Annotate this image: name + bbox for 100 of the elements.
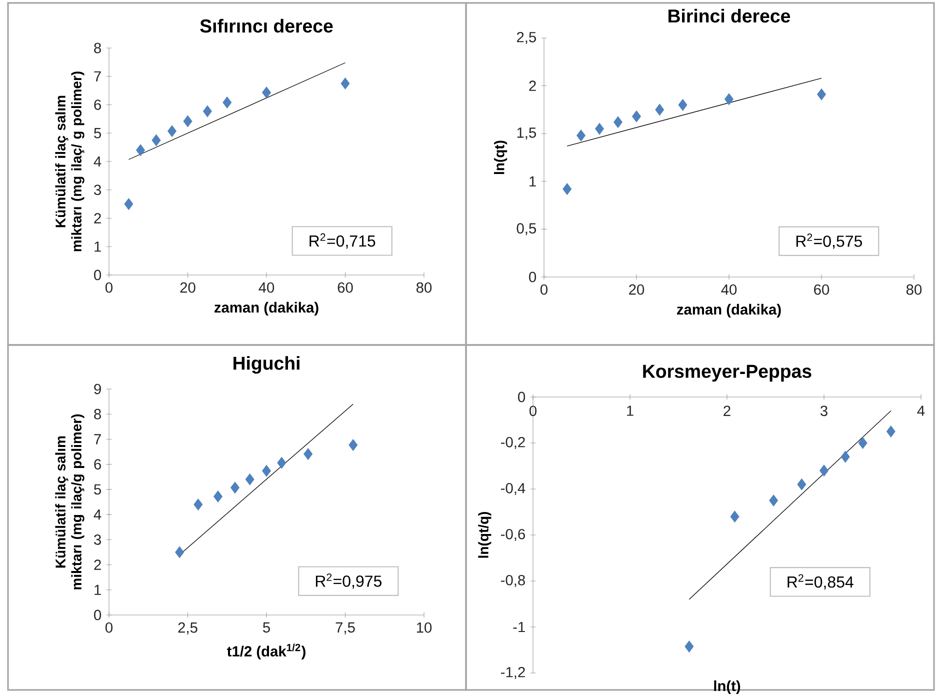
y-axis-title: Kümülatif ilaç salım miktarı (mg ilaç/ g polimer) bbox=[55, 72, 84, 252]
annotation: R$^{2}$=0,975 bbox=[316, 573, 382, 589]
y-tick-label: 4 bbox=[94, 156, 102, 167]
y-tick-label: 8 bbox=[94, 408, 101, 420]
y-tick-label: 1 bbox=[94, 242, 101, 252]
annotation: R$^{2}$=0,715 bbox=[310, 233, 376, 249]
point bbox=[858, 437, 868, 449]
x-tick-label: 60 bbox=[338, 282, 353, 293]
y-tick-label: 0 bbox=[94, 270, 102, 280]
point bbox=[230, 482, 240, 494]
y-tick-label: 4 bbox=[94, 510, 102, 520]
x-axis-title: t1/2 (dak$^{1/2}$) bbox=[227, 644, 306, 660]
x-tick-label: 40 bbox=[258, 282, 274, 293]
point bbox=[202, 105, 212, 118]
point bbox=[797, 478, 806, 490]
y-tick-label: 7 bbox=[94, 71, 101, 82]
y-tick-label: -0,6 bbox=[501, 528, 525, 542]
x-tick-label: 7,5 bbox=[336, 622, 355, 634]
x-tick-label: 4 bbox=[917, 406, 925, 416]
point bbox=[175, 546, 184, 558]
x-tick-label: 3 bbox=[820, 406, 828, 416]
y-tick-label: 0 bbox=[94, 610, 102, 620]
x-tick-label: 1 bbox=[627, 406, 634, 416]
y-axis-title: ln(qt) bbox=[494, 140, 508, 174]
y-tick-label: 0 bbox=[518, 392, 526, 402]
y-tick-label: 2 bbox=[94, 560, 101, 570]
point bbox=[194, 498, 203, 510]
y-tick-label: -1 bbox=[513, 622, 525, 632]
y-tick-label: 3 bbox=[94, 534, 101, 545]
y-tick-label: 9 bbox=[94, 384, 101, 394]
y-axis-title: Kümülatif ilaç salım miktarı (mg ilaç/g polimer) bbox=[55, 414, 84, 590]
y-tick-label: 5 bbox=[94, 128, 101, 138]
y-tick-label: 6 bbox=[94, 459, 101, 470]
point bbox=[724, 93, 734, 106]
point bbox=[168, 125, 176, 137]
y-tick-label: -0,8 bbox=[501, 574, 525, 588]
x-tick-label: 80 bbox=[906, 284, 922, 295]
y-tick-label: 1 bbox=[530, 176, 536, 186]
y-tick-label: 8 bbox=[94, 42, 101, 54]
point bbox=[214, 490, 222, 502]
y-tick-label: 5 bbox=[94, 484, 101, 495]
x-tick-label: 2,5 bbox=[178, 622, 198, 634]
point bbox=[262, 464, 271, 477]
x-tick-label: 0 bbox=[105, 622, 112, 633]
y-tick-label: 0,5 bbox=[516, 223, 536, 236]
point bbox=[614, 116, 622, 128]
x-tick-label: 0 bbox=[105, 282, 112, 293]
point bbox=[820, 464, 828, 476]
point bbox=[262, 86, 271, 98]
point bbox=[183, 115, 192, 128]
point bbox=[576, 130, 586, 142]
x-tick-label: 20 bbox=[180, 282, 196, 293]
point bbox=[348, 439, 358, 451]
y-tick-label: 2,5 bbox=[516, 32, 536, 44]
x-tick-label: 0 bbox=[540, 284, 548, 295]
annotation: R$^{2}$=0,854 bbox=[788, 574, 854, 590]
y-tick-label: -0,4 bbox=[501, 482, 526, 496]
point bbox=[886, 426, 896, 438]
x-tick-label: 80 bbox=[416, 282, 432, 293]
chart-title: Korsmeyer-Peppas bbox=[643, 364, 812, 382]
y-tick-label: -1,2 bbox=[501, 666, 525, 680]
chart-title: Birinci derece bbox=[668, 8, 790, 23]
point bbox=[684, 640, 694, 652]
y-tick-label: 6 bbox=[94, 100, 101, 110]
y-axis-title: ln(qt/q) bbox=[478, 512, 492, 558]
point bbox=[277, 456, 286, 469]
point bbox=[245, 474, 254, 486]
point bbox=[769, 494, 778, 506]
annotation: R$^{2}$=0,575 bbox=[796, 233, 862, 249]
x-axis-title: zaman (dakika) bbox=[677, 304, 781, 318]
point bbox=[562, 183, 572, 195]
y-tick-label: 3 bbox=[94, 184, 101, 196]
x-tick-label: 5 bbox=[263, 622, 270, 633]
x-tick-label: 2 bbox=[724, 406, 730, 416]
chart-title: Sıfırıncı derece bbox=[200, 18, 333, 33]
y-tick-label: 7 bbox=[94, 434, 101, 444]
point bbox=[817, 88, 826, 100]
point bbox=[222, 96, 232, 108]
point bbox=[632, 110, 641, 122]
point bbox=[340, 78, 350, 90]
point bbox=[595, 122, 604, 135]
point bbox=[840, 450, 850, 463]
x-axis-title: zaman (dakika) bbox=[214, 302, 318, 316]
y-tick-label: -0,2 bbox=[501, 436, 525, 450]
point bbox=[730, 510, 740, 522]
y-tick-label: 1,5 bbox=[517, 128, 536, 140]
y-tick-label: 2 bbox=[529, 80, 536, 91]
x-tick-label: 40 bbox=[721, 284, 737, 295]
chart-title: Higuchi bbox=[234, 356, 300, 374]
point bbox=[678, 99, 688, 111]
point bbox=[655, 104, 664, 116]
y-tick-label: 0 bbox=[529, 272, 536, 282]
x-axis-title: ln(t) bbox=[714, 680, 740, 694]
x-tick-label: 60 bbox=[814, 284, 830, 295]
x-tick-label: 10 bbox=[416, 622, 432, 633]
point bbox=[152, 134, 161, 146]
point bbox=[304, 448, 313, 460]
point bbox=[124, 198, 134, 210]
x-tick-label: 20 bbox=[629, 284, 644, 295]
y-tick-label: 2 bbox=[94, 213, 101, 224]
